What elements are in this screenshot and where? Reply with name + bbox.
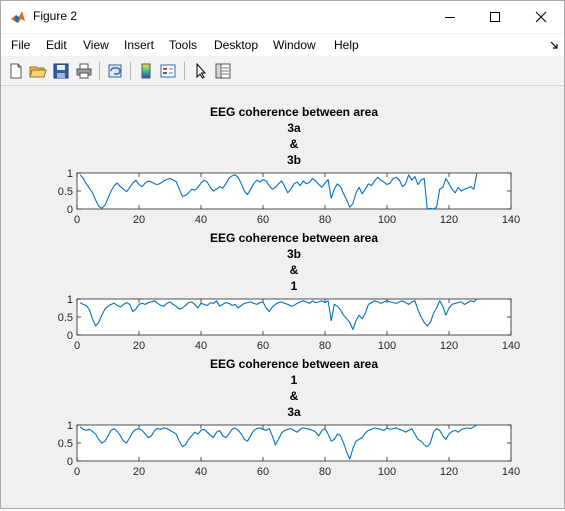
open-file-icon[interactable] — [29, 62, 47, 80]
plots-svg: EEG coherence between area 3a & 3b 0 20 40 60 80… — [58, 105, 520, 478]
x-tick-label: 0 — [74, 214, 80, 226]
menu-insert[interactable]: Insert — [124, 38, 155, 52]
link-icon[interactable] — [106, 62, 124, 80]
menu-edit[interactable]: Edit — [46, 38, 67, 52]
toolbar — [1, 57, 564, 86]
maximize-icon — [490, 12, 500, 22]
coherence-series-line[interactable] — [79, 172, 478, 210]
title-bar[interactable]: Figure 2 — [1, 1, 564, 33]
toolbar-separator — [130, 62, 131, 80]
window-title: Figure 2 — [33, 9, 78, 23]
x-tick-label: 120 — [440, 466, 458, 478]
y-tick-label: 0.5 — [58, 186, 73, 198]
colorbar-icon[interactable] — [137, 62, 155, 80]
chart-title-line: EEG coherence between area — [210, 105, 378, 119]
dock-arrow-icon[interactable] — [549, 40, 559, 50]
x-tick-label: 40 — [195, 466, 207, 478]
x-tick-label: 80 — [319, 214, 331, 226]
new-figure-icon[interactable] — [7, 62, 25, 80]
y-tick-label: 0 — [67, 456, 73, 468]
menu-window[interactable]: Window — [273, 38, 316, 52]
figure-canvas: EEG coherence between area 3a & 3b 0 20 40 60 80… — [5, 87, 561, 506]
y-tick-label: 0 — [67, 330, 73, 342]
chart-title-line: & — [290, 263, 299, 277]
x-tick-label: 0 — [74, 340, 80, 352]
chart-title-line: 1 — [291, 373, 298, 387]
chart-title-line: 3a — [287, 121, 301, 135]
x-tick-label: 120 — [440, 340, 458, 352]
chart-title-line: EEG coherence between area — [210, 357, 378, 371]
menu-desktop[interactable]: Desktop — [214, 38, 259, 52]
menu-help[interactable]: Help — [334, 38, 359, 52]
x-tick-label: 140 — [502, 466, 520, 478]
chart-title-line: 3b — [287, 247, 301, 261]
x-tick-label: 140 — [502, 214, 520, 226]
minimize-button[interactable] — [427, 1, 473, 33]
minimize-icon — [445, 17, 455, 18]
chart-1: EEG coherence between area 3a & 3b 0 20 40 60 80… — [58, 105, 520, 226]
chart-2: EEG coherence between area 3b & 1 0 20 40 60 80 1… — [58, 231, 520, 352]
y-tick-label: 1 — [67, 168, 73, 180]
chart-title-line: 3a — [287, 405, 301, 419]
x-tick-label: 120 — [440, 214, 458, 226]
y-tick-label: 1 — [67, 294, 73, 306]
toolbar-separator — [99, 62, 100, 80]
y-tick-label: 0.5 — [58, 438, 73, 450]
x-tick-label: 140 — [502, 340, 520, 352]
x-tick-label: 80 — [319, 340, 331, 352]
x-tick-label: 20 — [133, 340, 145, 352]
x-tick-label: 100 — [378, 466, 396, 478]
x-tick-label: 100 — [378, 340, 396, 352]
save-icon[interactable] — [52, 62, 70, 80]
x-tick-label: 20 — [133, 466, 145, 478]
menu-view[interactable]: View — [83, 38, 109, 52]
chart-title-line: 1 — [291, 279, 298, 293]
chart-title-line: & — [290, 137, 299, 151]
maximize-button[interactable] — [472, 1, 518, 33]
x-tick-label: 60 — [257, 340, 269, 352]
chart-title-line: 3b — [287, 153, 301, 167]
y-tick-label: 0.5 — [58, 312, 73, 324]
pointer-icon[interactable] — [192, 62, 210, 80]
property-inspector-icon[interactable] — [214, 62, 232, 80]
x-tick-label: 20 — [133, 214, 145, 226]
print-icon[interactable] — [75, 62, 93, 80]
y-tick-label: 0 — [67, 204, 73, 216]
x-tick-label: 0 — [74, 466, 80, 478]
close-button[interactable] — [518, 1, 564, 33]
coherence-series-line[interactable] — [79, 424, 478, 460]
close-icon — [535, 11, 547, 23]
coherence-series-line[interactable] — [79, 298, 478, 331]
menu-bar: File Edit View Insert Tools Desktop Wind… — [1, 34, 564, 56]
axes-box[interactable] — [76, 298, 512, 336]
menu-tools[interactable]: Tools — [169, 38, 198, 52]
x-tick-label: 40 — [195, 340, 207, 352]
chart-title-line: EEG coherence between area — [210, 231, 378, 245]
x-tick-label: 80 — [319, 466, 331, 478]
x-tick-label: 60 — [257, 214, 269, 226]
x-tick-label: 60 — [257, 466, 269, 478]
toolbar-separator — [184, 62, 185, 80]
chart-3: EEG coherence between area 1 & 3a 0 20 40 60 80 1… — [58, 357, 520, 478]
menu-file[interactable]: File — [11, 38, 31, 52]
y-tick-label: 1 — [67, 420, 73, 432]
chart-title-line: & — [290, 389, 299, 403]
x-tick-label: 40 — [195, 214, 207, 226]
matlab-logo-icon — [11, 11, 25, 23]
legend-icon[interactable] — [159, 62, 177, 80]
x-tick-label: 100 — [378, 214, 396, 226]
